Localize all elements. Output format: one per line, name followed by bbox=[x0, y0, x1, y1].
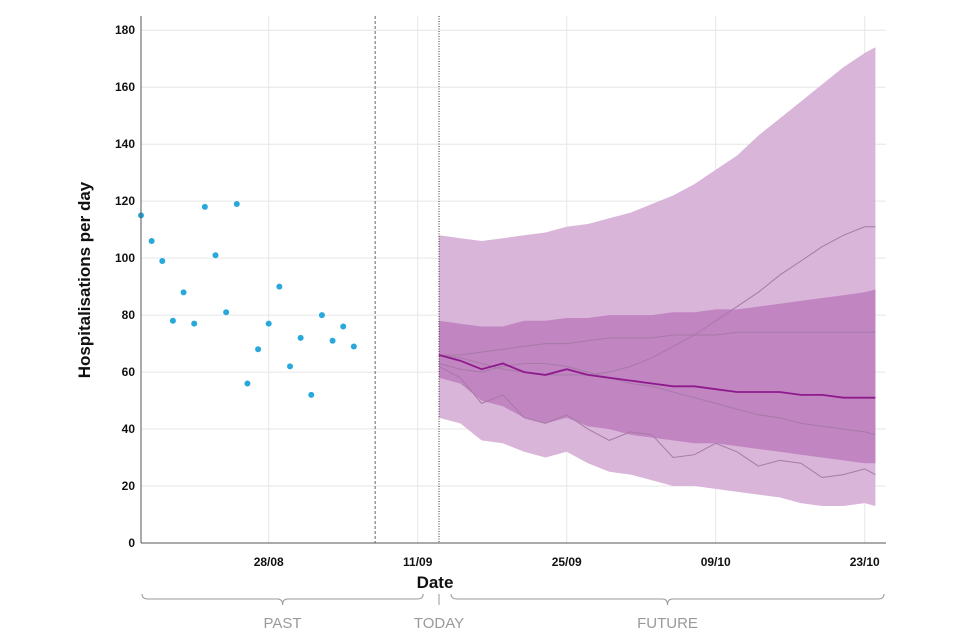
period-label: TODAY bbox=[414, 615, 464, 632]
observed-point bbox=[169, 317, 176, 324]
scenario-line bbox=[439, 331, 876, 356]
observed-point bbox=[255, 346, 262, 353]
y-tick-label: 20 bbox=[122, 479, 136, 493]
observed-point bbox=[297, 334, 304, 341]
reference-lines bbox=[374, 16, 440, 543]
observed-point bbox=[191, 320, 198, 327]
y-tick-label: 100 bbox=[115, 251, 135, 265]
observed-point bbox=[350, 343, 357, 350]
y-tick-label: 40 bbox=[122, 422, 136, 436]
observed-point bbox=[233, 201, 240, 208]
x-tick-label: 23/10 bbox=[850, 555, 880, 569]
x-tick-label: 25/09 bbox=[552, 555, 582, 569]
observed-points bbox=[138, 201, 357, 398]
y-tick-label: 0 bbox=[128, 536, 135, 550]
inner-interval-band bbox=[439, 289, 876, 464]
observed-point bbox=[308, 391, 315, 398]
observed-point bbox=[212, 252, 219, 259]
scenario-line bbox=[438, 226, 876, 376]
scenario-line bbox=[438, 363, 876, 436]
forecast-lines bbox=[438, 226, 876, 479]
observed-point bbox=[318, 312, 325, 319]
scenario-line bbox=[438, 365, 876, 479]
axes bbox=[140, 16, 886, 544]
observed-point bbox=[223, 309, 230, 316]
x-tick-label: 09/10 bbox=[701, 555, 731, 569]
future-brace bbox=[450, 593, 885, 606]
tick-labels: 0 20 40 60 80 100 120 140 160 180 28/08 11/09 25/09 0… bbox=[115, 23, 880, 569]
observed-point bbox=[159, 257, 166, 264]
period-label: PAST bbox=[264, 615, 302, 632]
past-brace bbox=[141, 593, 424, 606]
y-tick-label: 80 bbox=[122, 308, 136, 322]
x-tick-label: 28/08 bbox=[254, 555, 284, 569]
observed-point bbox=[340, 323, 347, 330]
forecast-bands bbox=[439, 47, 876, 507]
observed-point bbox=[329, 337, 336, 344]
observed-point bbox=[265, 320, 272, 327]
y-tick-label: 160 bbox=[115, 80, 135, 94]
period-annotations: PAST TODAY FUTURE bbox=[141, 593, 885, 632]
median-line bbox=[438, 354, 876, 399]
y-tick-label: 60 bbox=[122, 365, 136, 379]
y-tick-label: 120 bbox=[115, 194, 135, 208]
observed-point bbox=[276, 283, 283, 290]
x-tick-label: 11/09 bbox=[403, 555, 433, 569]
observed-point bbox=[287, 363, 293, 370]
x-axis-title: Date bbox=[417, 573, 454, 592]
observed-point bbox=[148, 238, 155, 245]
y-axis-title: Hospitalisations per day bbox=[75, 181, 94, 378]
period-label: FUTURE bbox=[637, 615, 698, 632]
observed-point bbox=[244, 380, 251, 387]
y-tick-label: 180 bbox=[115, 23, 135, 37]
y-tick-label: 140 bbox=[115, 137, 135, 151]
observed-point bbox=[180, 289, 187, 296]
observed-point bbox=[201, 203, 208, 210]
